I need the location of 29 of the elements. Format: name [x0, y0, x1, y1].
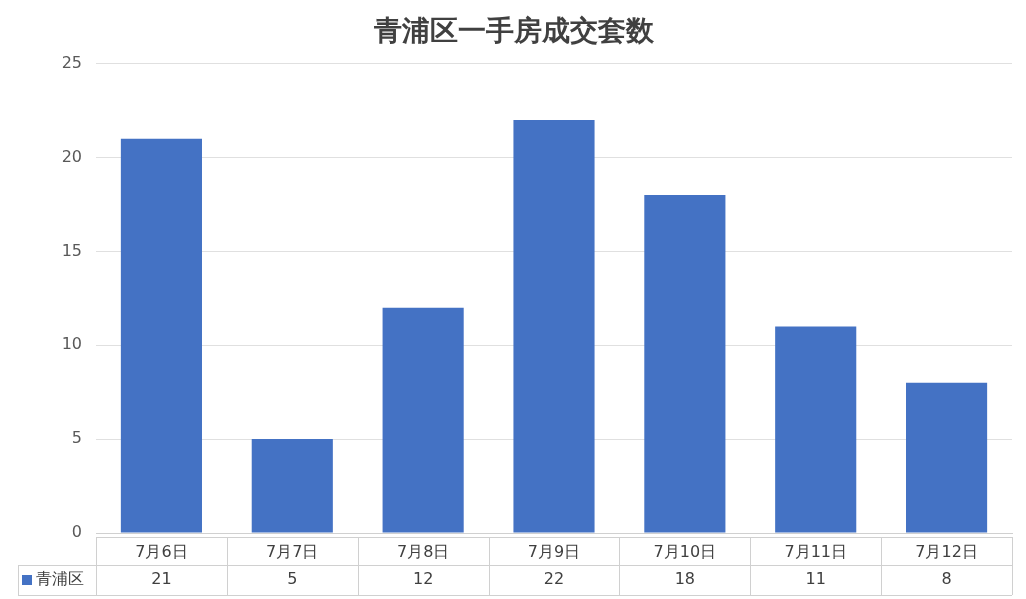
data-label: 18 [674, 569, 696, 589]
data-label: 12 [412, 569, 434, 589]
data-label: 11 [805, 569, 826, 589]
data-label: 22 [543, 569, 565, 589]
x-tick-label: 7月8日 [396, 541, 450, 561]
data-label: 5 [287, 569, 298, 589]
x-tick-label: 7月11日 [784, 541, 847, 561]
data-label: 21 [151, 569, 172, 589]
legend-label: 青浦区 [36, 569, 84, 589]
bar [775, 326, 857, 533]
x-tick-label: 7月6日 [135, 541, 188, 561]
bar [120, 138, 202, 533]
bar [513, 119, 595, 533]
bar [644, 195, 726, 533]
y-tick-label: 15 [61, 240, 82, 260]
bar [382, 307, 464, 533]
y-tick-label: 25 [61, 52, 82, 72]
y-tick-label: 0 [71, 522, 82, 542]
x-tick-label: 7月10日 [653, 541, 717, 561]
bar [251, 439, 333, 533]
data-label: 8 [941, 569, 952, 589]
chart-title: 青浦区一手房成交套数 [373, 14, 655, 48]
x-tick-label: 7月12日 [915, 541, 978, 561]
bar [906, 382, 988, 533]
y-tick-label: 5 [71, 428, 82, 448]
x-tick-label: 7月9日 [527, 541, 581, 561]
x-tick-label: 7月7日 [266, 541, 319, 561]
y-tick-label: 10 [61, 334, 82, 354]
y-tick-label: 20 [61, 146, 82, 166]
